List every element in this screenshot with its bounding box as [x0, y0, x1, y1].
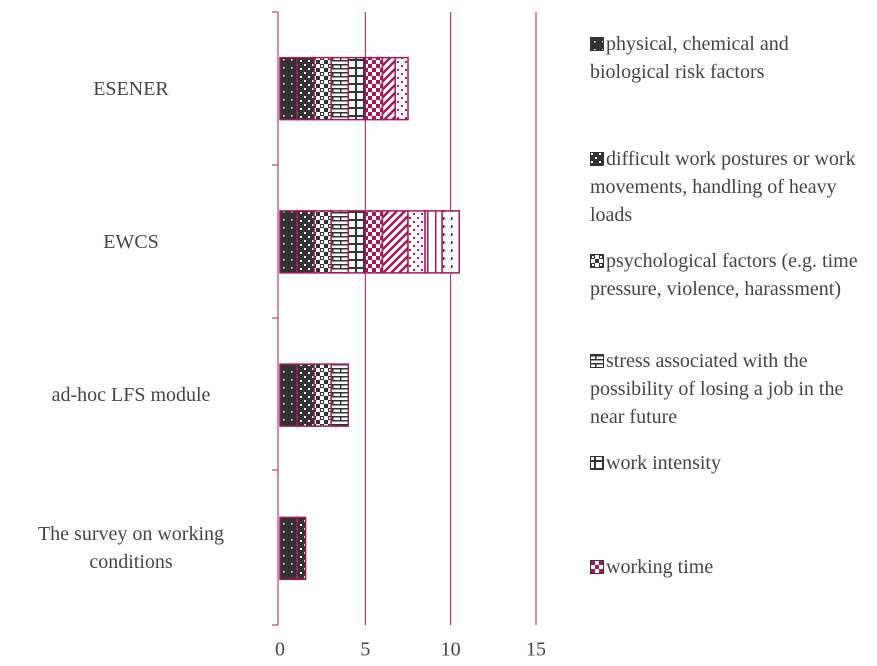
bar-segment — [364, 56, 384, 121]
legend-entry: psychological factors (e.g. time pressur… — [590, 247, 870, 303]
bar-segment — [313, 56, 332, 121]
legend-entry: working time — [590, 553, 870, 581]
legend-label: physical, chemical and biological risk f… — [590, 33, 789, 83]
bar-segment — [381, 56, 396, 121]
bar-segment — [330, 56, 350, 121]
bar-segment — [330, 363, 350, 427]
legend-swatch — [590, 354, 604, 368]
bar-segment — [296, 516, 307, 581]
legend-swatch — [590, 254, 604, 268]
bar-segment — [364, 210, 384, 274]
bar-segment — [296, 56, 315, 121]
legend-label: psychological factors (e.g. time pressur… — [590, 250, 858, 300]
legend-entry: stress associated with the possibility o… — [590, 347, 870, 431]
category-label: ad-hoc LFS module — [51, 384, 211, 407]
legend-label: stress associated with the possibility o… — [590, 350, 844, 428]
x-tick-label: 10 — [441, 639, 461, 661]
x-tick-label: 0 — [275, 639, 285, 661]
bar-segment — [279, 56, 298, 121]
bar-segment — [381, 210, 409, 274]
category-separators — [272, 11, 278, 626]
bar-segment — [296, 363, 315, 427]
legend-swatch — [590, 152, 604, 166]
legend-label: working time — [606, 556, 714, 578]
category-label: The survey on working conditions — [37, 523, 225, 574]
bar-segment — [279, 210, 298, 274]
bar-segment — [424, 210, 443, 274]
bar-segment — [296, 210, 315, 274]
bar-segment — [313, 210, 332, 274]
bar-segment — [394, 56, 409, 121]
bar-segment — [347, 56, 367, 121]
legend-label: work intensity — [606, 452, 721, 474]
bar-segment — [279, 363, 298, 427]
bar-segment — [330, 210, 350, 274]
bar-segment — [279, 516, 298, 581]
category-label: EWCS — [103, 230, 159, 253]
legend-entry: physical, chemical and biological risk f… — [590, 30, 870, 86]
bar-segment — [313, 363, 332, 427]
legend-label: difficult work postures or work movement… — [590, 148, 856, 226]
bar-segment — [441, 210, 460, 274]
legend-entry: difficult work postures or work movement… — [590, 145, 870, 229]
bar-segment — [347, 210, 367, 274]
legend-swatch — [590, 560, 604, 574]
legend-entry: work intensity — [590, 449, 870, 477]
bar-segment — [407, 210, 426, 274]
x-tick-label: 15 — [526, 639, 546, 661]
legend-swatch — [590, 37, 604, 51]
legend-swatch — [590, 456, 604, 470]
category-label: ESENER — [93, 77, 169, 100]
x-tick-label: 5 — [360, 639, 370, 661]
